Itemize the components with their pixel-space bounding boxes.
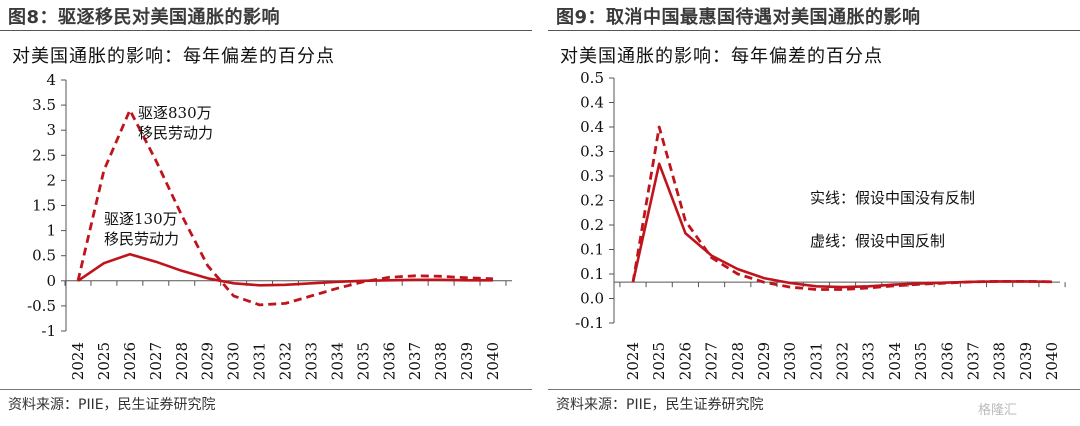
source-note: 资料来源：PIIE，民生证券研究院 <box>556 397 764 413</box>
y-tick-label: -0.5 <box>27 297 56 315</box>
y-tick-label: 0.3 <box>580 143 604 161</box>
x-tick-label: 2038 <box>432 342 450 380</box>
x-tick-label: 2029 <box>755 342 773 380</box>
y-tick-label: 2 <box>46 171 56 189</box>
x-tick-label: 2037 <box>964 342 982 380</box>
x-tick-label: 2037 <box>406 342 424 380</box>
x-tick-label: 2039 <box>458 342 476 380</box>
figure-8-panel: 图8：驱逐移民对美国通胀的影响 对美国通胀的影响：每年偏差的百分点 4 3.5 3 2… <box>0 0 532 426</box>
bottom-divider <box>0 389 532 390</box>
x-tick-label: 2032 <box>277 342 295 380</box>
x-tick-label: 2030 <box>781 342 799 380</box>
x-tick-label: 2034 <box>328 342 346 380</box>
y-tick-label: 3.5 <box>32 96 56 114</box>
bottom-divider <box>548 389 1080 390</box>
x-tick-label: 2035 <box>354 342 372 380</box>
y-tick-label: 0.2 <box>580 192 604 210</box>
y-tick-label: 3 <box>46 121 56 139</box>
y-tick-label: 1.5 <box>32 197 56 215</box>
x-tick-label: 2024 <box>624 342 642 380</box>
x-tick-label: 2040 <box>1043 342 1061 380</box>
dashed-series-line <box>631 125 1053 291</box>
y-tick-label: 0.1 <box>580 241 604 259</box>
source-note: 资料来源：PIIE，民生证券研究院 <box>8 397 216 413</box>
x-tick-label: 2034 <box>886 342 904 380</box>
y-tick-label: 1 <box>46 222 56 240</box>
watermark-logo: 格隆汇 <box>978 403 1018 418</box>
x-tick-label: 2031 <box>807 342 825 380</box>
x-tick-label: 2028 <box>729 342 747 380</box>
annotation-label: 移民劳动力 <box>138 124 213 142</box>
y-tick-label: 4 <box>46 71 56 89</box>
x-tick-label: 2025 <box>95 342 113 380</box>
figure-9-title: 图9：取消中国最惠国待遇对美国通胀的影响 <box>556 7 921 28</box>
title-divider <box>548 30 1080 31</box>
figure-9-panel: 图9：取消中国最惠国待遇对美国通胀的影响 对美国通胀的影响：每年偏差的百分点 0… <box>548 0 1080 426</box>
y-tick-label: 0.4 <box>580 94 604 112</box>
y-tick-label: 0.1 <box>580 265 604 283</box>
x-tick-label: 2040 <box>484 342 502 380</box>
x-tick-label: 2030 <box>225 342 243 380</box>
x-tick-label: 2038 <box>991 342 1009 380</box>
x-tick-label: 2024 <box>69 342 87 380</box>
x-tick-label: 2029 <box>199 342 217 380</box>
y-tick-label: -1 <box>41 322 56 340</box>
chart-subtitle: 对美国通胀的影响：每年偏差的百分点 <box>560 46 883 67</box>
annotation-label: 实线：假设中国没有反制 <box>810 189 975 207</box>
x-tick-label: 2035 <box>912 342 930 380</box>
x-tick-label: 2027 <box>703 342 721 380</box>
x-tick-label: 2026 <box>121 342 139 380</box>
solid-series-line <box>631 162 1053 289</box>
annotation-label: 驱逐130万 <box>104 210 178 228</box>
x-tick-label: 2036 <box>380 342 398 380</box>
x-tick-label: 2036 <box>938 342 956 380</box>
x-tick-label: 2031 <box>251 342 269 380</box>
solid-series-line <box>77 252 493 287</box>
x-tick-label: 2033 <box>302 342 320 380</box>
figure-8-title: 图8：驱逐移民对美国通胀的影响 <box>8 7 281 28</box>
figure-9-chart: 0.5 0.4 0.4 0.3 0.3 0.2 0.2 0.1 0.1 0.0 -0.1 2024 20… <box>575 69 1066 380</box>
y-tick-label: -0.1 <box>575 314 604 332</box>
x-tick-label: 2033 <box>860 342 878 380</box>
x-tick-label: 2039 <box>1017 342 1035 380</box>
annotation-label: 移民劳动力 <box>104 230 179 248</box>
chart-subtitle: 对美国通胀的影响：每年偏差的百分点 <box>12 46 335 67</box>
figure-8-chart: 4 3.5 3 2.5 2 1.5 1 0.5 0 -0.5 -1 2024 2025 2026 2027 2… <box>27 71 512 380</box>
annotation-label: 驱逐830万 <box>138 104 212 122</box>
x-tick-label: 2027 <box>147 342 165 380</box>
x-tick-label: 2028 <box>173 342 191 380</box>
y-tick-label: 0.2 <box>580 216 604 234</box>
y-tick-label: 2.5 <box>32 146 56 164</box>
x-tick-label: 2032 <box>834 342 852 380</box>
y-tick-label: 0 <box>46 272 56 290</box>
y-tick-label: 0.5 <box>32 247 56 265</box>
y-tick-label: 0.0 <box>580 290 604 308</box>
x-tick-label: 2025 <box>650 342 668 380</box>
y-tick-label: 0.4 <box>580 118 604 136</box>
x-tick-label: 2026 <box>676 342 694 380</box>
title-divider <box>0 30 532 31</box>
annotation-label: 虚线：假设中国反制 <box>810 232 945 250</box>
y-tick-label: 0.5 <box>580 69 604 87</box>
dashed-series-line <box>76 108 494 307</box>
y-tick-label: 0.3 <box>580 167 604 185</box>
